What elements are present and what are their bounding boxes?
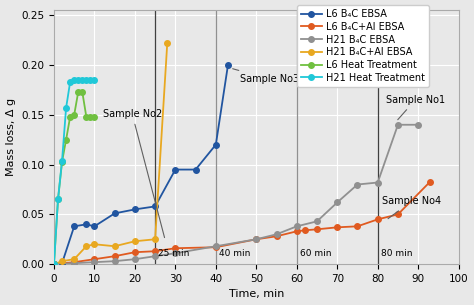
Line: H21 Heat Treatment: H21 Heat Treatment bbox=[51, 77, 97, 267]
L6 Heat Treatment bbox=[91, 115, 97, 119]
X-axis label: Time, min: Time, min bbox=[228, 289, 284, 300]
L6 B₄C EBSA bbox=[83, 223, 89, 226]
Legend: L6 B₄C EBSA, L6 B₄C+Al EBSA, H21 B₄C EBSA, H21 B₄C+Al EBSA, L6 Heat Treatment, H: L6 B₄C EBSA, L6 B₄C+Al EBSA, H21 B₄C EBS… bbox=[297, 5, 429, 87]
L6 B₄C EBSA bbox=[173, 168, 178, 171]
H21 Heat Treatment bbox=[80, 78, 85, 82]
H21 Heat Treatment bbox=[63, 106, 69, 110]
L6 B₄C EBSA bbox=[225, 63, 231, 67]
Line: L6 B₄C EBSA: L6 B₄C EBSA bbox=[51, 62, 231, 267]
L6 B₄C+Al EBSA bbox=[428, 180, 433, 183]
H21 B₄C EBSA bbox=[213, 244, 219, 248]
L6 Heat Treatment bbox=[83, 115, 89, 119]
H21 B₄C EBSA bbox=[152, 254, 158, 258]
L6 B₄C+Al EBSA bbox=[273, 235, 279, 238]
H21 B₄C EBSA bbox=[51, 262, 57, 266]
L6 B₄C+Al EBSA bbox=[132, 250, 138, 254]
L6 B₄C EBSA bbox=[152, 205, 158, 208]
H21 B₄C EBSA bbox=[334, 201, 340, 204]
H21 B₄C EBSA bbox=[72, 261, 77, 265]
L6 B₄C+Al EBSA bbox=[314, 228, 320, 231]
H21 B₄C EBSA bbox=[173, 251, 178, 255]
L6 Heat Treatment bbox=[80, 90, 85, 94]
Line: H21 B₄C EBSA: H21 B₄C EBSA bbox=[51, 122, 421, 267]
L6 B₄C+Al EBSA bbox=[375, 217, 381, 221]
H21 B₄C EBSA bbox=[314, 220, 320, 223]
Line: L6 B₄C+Al EBSA: L6 B₄C+Al EBSA bbox=[51, 179, 433, 267]
H21 B₄C EBSA bbox=[415, 123, 421, 127]
H21 B₄C+Al EBSA bbox=[91, 242, 97, 246]
H21 Heat Treatment bbox=[59, 159, 65, 163]
L6 Heat Treatment bbox=[55, 198, 61, 201]
L6 B₄C EBSA bbox=[112, 212, 118, 215]
H21 B₄C+Al EBSA bbox=[112, 244, 118, 248]
L6 B₄C EBSA bbox=[193, 168, 199, 171]
L6 B₄C+Al EBSA bbox=[91, 257, 97, 261]
H21 B₄C+Al EBSA bbox=[72, 257, 77, 261]
H21 Heat Treatment bbox=[91, 78, 97, 82]
H21 Heat Treatment bbox=[67, 80, 73, 84]
L6 B₄C+Al EBSA bbox=[72, 260, 77, 264]
L6 B₄C+Al EBSA bbox=[51, 262, 57, 266]
L6 Heat Treatment bbox=[72, 113, 77, 117]
H21 B₄C+Al EBSA bbox=[51, 262, 57, 266]
Text: 25 min: 25 min bbox=[158, 249, 189, 258]
Line: L6 Heat Treatment: L6 Heat Treatment bbox=[51, 89, 97, 267]
H21 B₄C+Al EBSA bbox=[83, 244, 89, 248]
L6 Heat Treatment bbox=[67, 115, 73, 119]
L6 B₄C EBSA bbox=[132, 208, 138, 211]
H21 Heat Treatment bbox=[75, 78, 81, 82]
Text: Sample No1: Sample No1 bbox=[386, 95, 445, 120]
L6 B₄C+Al EBSA bbox=[395, 213, 401, 216]
L6 B₄C+Al EBSA bbox=[254, 238, 259, 241]
Text: 80 min: 80 min bbox=[381, 249, 412, 258]
H21 Heat Treatment bbox=[51, 262, 57, 266]
H21 B₄C EBSA bbox=[273, 232, 279, 236]
L6 B₄C+Al EBSA bbox=[112, 254, 118, 258]
Line: H21 B₄C+Al EBSA: H21 B₄C+Al EBSA bbox=[51, 40, 170, 267]
H21 Heat Treatment bbox=[72, 78, 77, 82]
Text: Sample No3: Sample No3 bbox=[233, 69, 299, 84]
H21 Heat Treatment bbox=[83, 78, 89, 82]
Text: 60 min: 60 min bbox=[300, 249, 331, 258]
L6 B₄C+Al EBSA bbox=[302, 228, 308, 232]
L6 B₄C EBSA bbox=[51, 262, 57, 266]
L6 Heat Treatment bbox=[75, 90, 81, 94]
L6 B₄C+Al EBSA bbox=[355, 224, 360, 228]
L6 Heat Treatment bbox=[88, 115, 93, 119]
H21 Heat Treatment bbox=[88, 78, 93, 82]
L6 B₄C+Al EBSA bbox=[213, 246, 219, 249]
H21 B₄C+Al EBSA bbox=[152, 238, 158, 241]
H21 B₄C+Al EBSA bbox=[164, 41, 170, 45]
H21 B₄C EBSA bbox=[375, 181, 381, 184]
Text: Sample No2: Sample No2 bbox=[102, 109, 164, 238]
L6 Heat Treatment bbox=[51, 262, 57, 266]
H21 Heat Treatment bbox=[55, 198, 61, 201]
H21 B₄C EBSA bbox=[395, 123, 401, 127]
L6 B₄C EBSA bbox=[72, 224, 77, 228]
H21 B₄C EBSA bbox=[132, 257, 138, 261]
L6 B₄C+Al EBSA bbox=[294, 229, 300, 233]
Text: Sample No4: Sample No4 bbox=[382, 196, 441, 219]
L6 B₄C EBSA bbox=[213, 143, 219, 146]
H21 B₄C EBSA bbox=[112, 259, 118, 263]
L6 Heat Treatment bbox=[63, 138, 69, 142]
Y-axis label: Mass loss, Δ g: Mass loss, Δ g bbox=[6, 98, 16, 176]
H21 B₄C EBSA bbox=[355, 183, 360, 186]
L6 B₄C+Al EBSA bbox=[152, 249, 158, 253]
L6 Heat Treatment bbox=[59, 160, 65, 163]
H21 B₄C EBSA bbox=[294, 224, 300, 228]
Text: 40 min: 40 min bbox=[219, 249, 250, 258]
L6 B₄C EBSA bbox=[91, 224, 97, 228]
L6 B₄C EBSA bbox=[59, 261, 65, 265]
H21 B₄C EBSA bbox=[91, 260, 97, 264]
L6 B₄C+Al EBSA bbox=[334, 225, 340, 229]
H21 B₄C EBSA bbox=[254, 238, 259, 241]
H21 B₄C+Al EBSA bbox=[59, 259, 65, 263]
L6 B₄C+Al EBSA bbox=[173, 246, 178, 250]
H21 B₄C+Al EBSA bbox=[132, 239, 138, 243]
